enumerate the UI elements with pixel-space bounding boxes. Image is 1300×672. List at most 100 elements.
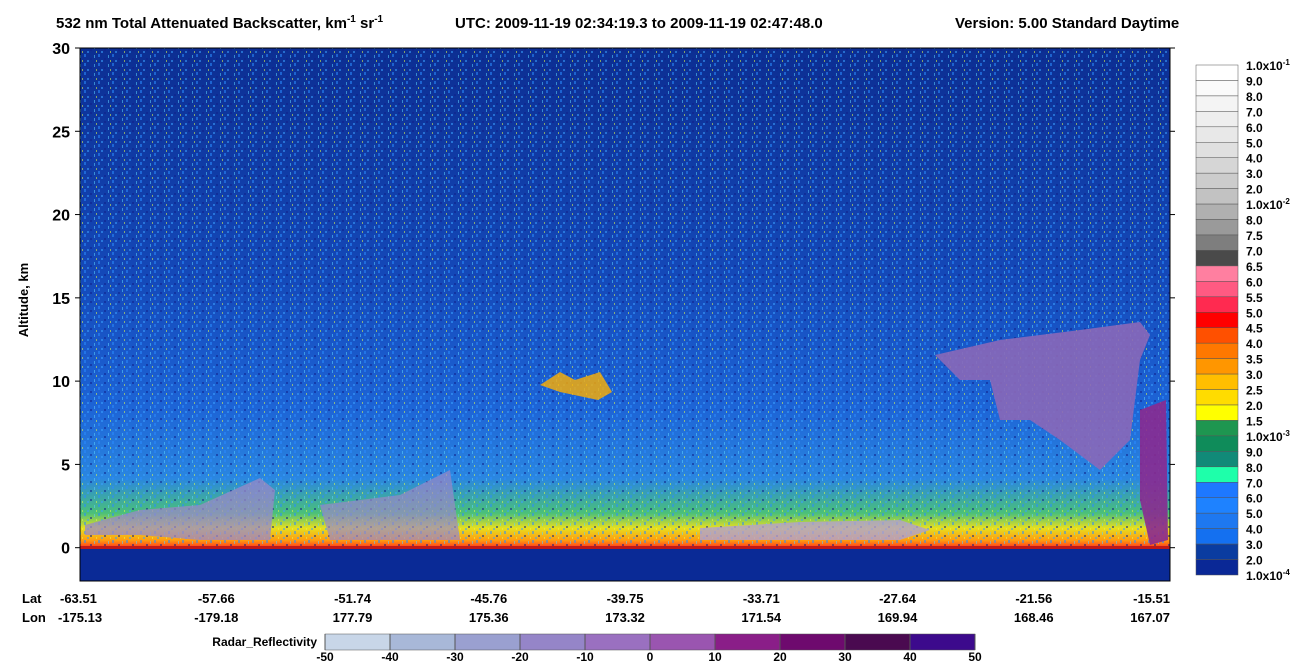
- radar-swatch: [909, 633, 976, 651]
- lon-label: 173.32: [605, 610, 645, 625]
- radar-cloud: [935, 322, 1150, 470]
- colorbar-label: 4.0: [1246, 337, 1263, 351]
- backscatter-texture: [80, 48, 1170, 548]
- colorbar-label: 4.5: [1246, 322, 1263, 336]
- radar-cloud: [85, 478, 275, 540]
- colorbar-swatch: [1195, 482, 1239, 498]
- colorbar-label: 5.0: [1246, 136, 1263, 150]
- radar-swatch: [324, 633, 391, 651]
- radar-cloud: [1140, 400, 1168, 545]
- colorbar-swatch: [1195, 142, 1239, 158]
- chart-title: 532 nm Total Attenuated Backscatter, km-…: [56, 14, 1179, 32]
- colorbar-label-exp: -1: [1283, 58, 1291, 67]
- lat-label: -15.51: [1133, 591, 1170, 606]
- colorbar-swatch: [1195, 188, 1239, 205]
- lon-label: 168.46: [1014, 610, 1054, 625]
- radar-tick-label: 50: [968, 650, 982, 664]
- radar-tick-label: 40: [903, 650, 917, 664]
- colorbar-label: 7.0: [1246, 105, 1263, 119]
- colorbar-label-base: 1.0x10: [1246, 198, 1283, 212]
- lat-label: -27.64: [879, 591, 917, 606]
- colorbar-label: 2.0: [1246, 554, 1263, 568]
- colorbar-swatch: [1195, 559, 1239, 576]
- colorbar-swatch: [1195, 435, 1239, 452]
- plot-background: [79, 47, 1171, 582]
- colorbar-swatch: [1195, 420, 1239, 437]
- colorbar-swatch: [1195, 95, 1239, 112]
- colorbar-label: 1.0x10-2: [1246, 197, 1290, 212]
- colorbar-label-base: 1.0x10: [1246, 59, 1283, 73]
- radar-swatch: [584, 633, 651, 651]
- colorbar-swatch: [1195, 296, 1239, 313]
- colorbar-swatch: [1195, 312, 1239, 328]
- colorbar-label: 5.0: [1246, 306, 1263, 320]
- colorbar-swatch: [1195, 64, 1239, 81]
- colorbar-label: 5.5: [1246, 291, 1263, 305]
- colorbar-swatch: [1195, 111, 1239, 128]
- radar-tick-label: -10: [576, 650, 594, 664]
- colorbar-label: 4.0: [1246, 523, 1263, 537]
- y-tick-label: 0: [61, 541, 70, 558]
- colorbar-label: 3.5: [1246, 353, 1263, 367]
- colorbar-swatch: [1195, 342, 1239, 359]
- radar-swatch: [454, 633, 521, 651]
- plot-frame: [79, 47, 1171, 582]
- colorbar-label: 9.0: [1246, 74, 1263, 88]
- radar-tick-label: 30: [838, 650, 852, 664]
- colorbar-swatch: [1195, 172, 1239, 189]
- radar-tick-label: -40: [381, 650, 399, 664]
- y-axis-label: Altitude, km: [16, 263, 31, 337]
- colorbar-label: 8.0: [1246, 461, 1263, 475]
- colorbar-label-base: 1.0x10: [1246, 569, 1283, 583]
- colorbar-label: 7.0: [1246, 244, 1263, 258]
- chart-layer: 051015202530LatLon-63.51-175.13-57.66-17…: [22, 41, 1290, 664]
- colorbar-label-exp: -2: [1283, 197, 1291, 206]
- lon-label: 177.79: [333, 610, 373, 625]
- lon-label: 175.36: [469, 610, 509, 625]
- lat-label: -39.75: [607, 591, 644, 606]
- radar-tick-label: 20: [773, 650, 787, 664]
- lat-label: -63.51: [60, 591, 97, 606]
- radar-cloud: [320, 470, 460, 540]
- colorbar-swatch: [1195, 80, 1239, 97]
- lon-label: 169.94: [878, 610, 919, 625]
- colorbar-label: 8.0: [1246, 214, 1263, 228]
- colorbar-label: 3.0: [1246, 538, 1263, 552]
- surface-return: [80, 546, 1170, 581]
- title-part: UTC: 2009-11-19 02:34:19.3 to 2009-11-19…: [455, 15, 823, 32]
- colorbar-swatch: [1195, 219, 1239, 236]
- radar-swatch: [389, 633, 456, 651]
- colorbar-swatch: [1195, 451, 1239, 468]
- radar-tick-label: 10: [708, 650, 722, 664]
- colorbar-swatch: [1195, 126, 1239, 143]
- colorbar-label-exp: -4: [1283, 568, 1291, 577]
- colorbar-label: 2.0: [1246, 183, 1263, 197]
- surface-line: [80, 546, 1170, 549]
- colorbar-swatch: [1195, 466, 1239, 483]
- colorbar-label: 9.0: [1246, 445, 1263, 459]
- lat-label: -33.71: [743, 591, 780, 606]
- radar-tick-label: -50: [316, 650, 334, 664]
- colorbar-swatch: [1195, 203, 1239, 220]
- colorbar-label: 7.5: [1246, 229, 1263, 243]
- lon-label: 167.07: [1130, 610, 1170, 625]
- colorbar-label: 1.0x10-1: [1246, 58, 1290, 73]
- radar-swatch: [779, 633, 846, 651]
- colorbar-label: 7.0: [1246, 476, 1263, 490]
- y-tick-label: 5: [61, 457, 70, 474]
- colorbar-label: 6.5: [1246, 260, 1263, 274]
- colorbar-label: 2.0: [1246, 399, 1263, 413]
- cloud-feature: [540, 372, 612, 400]
- colorbar-label: 3.0: [1246, 368, 1263, 382]
- colorbar-swatch: [1195, 234, 1239, 251]
- y-tick-label: 20: [52, 208, 70, 225]
- colorbar-swatch: [1195, 250, 1239, 267]
- y-tick-label: 15: [52, 291, 70, 308]
- colorbar-label: 1.0x10-4: [1246, 568, 1290, 583]
- radar-swatch: [714, 633, 781, 651]
- title-part: Version: 5.00 Standard Daytime: [955, 15, 1179, 32]
- colorbar-swatch: [1195, 389, 1239, 406]
- colorbar-label: 4.0: [1246, 152, 1263, 166]
- x-row-label: Lat: [22, 591, 42, 606]
- colorbar-swatch: [1195, 358, 1239, 375]
